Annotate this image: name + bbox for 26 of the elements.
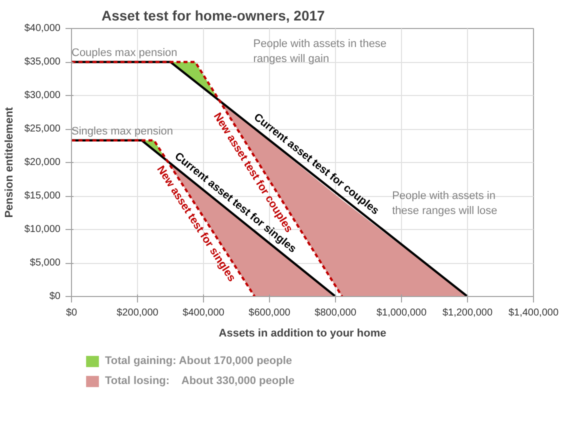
x-axis-title: Assets in addition to your home [218,328,386,340]
chart-title: Asset test for home-owners, 2017 [102,8,326,24]
y-tick-label: $30,000 [24,90,61,101]
annotation: People with assets in these ranges will gain [253,38,387,65]
y-tick-label: $0 [49,291,61,302]
x-tick-label: $1,400,000 [508,308,559,318]
y-axis-title: Pension entitelement [3,106,16,218]
x-tick-label: $600,000 [248,308,291,318]
legend-label: Total losing: About 330,000 people [105,374,294,388]
annotation: Couples max pension [72,47,178,59]
y-tick-label: $40,000 [24,23,61,34]
y-tick-label: $5,000 [30,258,61,268]
x-tick-label: $200,000 [116,308,159,318]
annotation: Singles max pension [72,125,174,138]
y-tick-label: $25,000 [24,124,61,134]
annotation: People with assets in these ranges will lose [392,190,498,218]
x-tick-label: $400,000 [182,308,225,318]
x-tick-label: $0 [66,308,78,318]
legend-label: Total gaining: About 170,000 people [105,354,292,368]
x-tick-label: $1,000,000 [376,308,427,318]
x-tick-label: $800,000 [314,308,357,318]
y-tick-label: $35,000 [24,56,61,68]
y-tick-label: $20,000 [24,157,61,168]
y-tick-label: $10,000 [24,224,61,235]
x-tick-label: $1,200,000 [442,308,493,318]
y-tick-label: $15,000 [24,190,61,202]
